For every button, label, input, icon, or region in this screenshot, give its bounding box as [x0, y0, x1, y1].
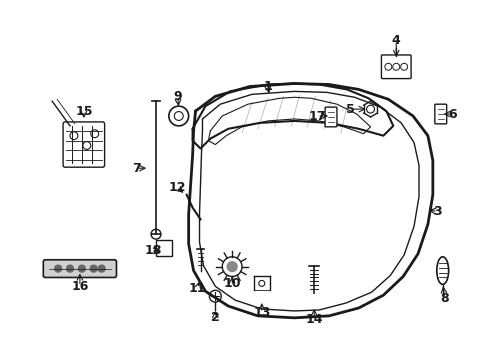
- Text: 1: 1: [263, 80, 271, 93]
- FancyBboxPatch shape: [381, 55, 410, 78]
- FancyBboxPatch shape: [434, 104, 446, 124]
- Circle shape: [227, 262, 237, 271]
- FancyBboxPatch shape: [156, 240, 171, 256]
- FancyBboxPatch shape: [43, 260, 116, 278]
- Circle shape: [90, 265, 97, 272]
- Circle shape: [78, 265, 85, 272]
- Text: 5: 5: [346, 103, 354, 116]
- Text: 11: 11: [188, 282, 206, 295]
- Text: 12: 12: [169, 181, 186, 194]
- Circle shape: [66, 265, 73, 272]
- Circle shape: [55, 265, 61, 272]
- Text: 13: 13: [253, 306, 270, 319]
- Text: 10: 10: [223, 277, 241, 290]
- Text: 2: 2: [210, 311, 219, 324]
- Text: 6: 6: [447, 108, 456, 121]
- Text: 16: 16: [71, 280, 88, 293]
- Text: 17: 17: [308, 109, 325, 122]
- Text: 4: 4: [391, 34, 400, 47]
- FancyBboxPatch shape: [63, 122, 104, 167]
- Text: 8: 8: [440, 292, 448, 305]
- Text: 14: 14: [305, 313, 322, 326]
- Text: 18: 18: [144, 244, 162, 257]
- Ellipse shape: [436, 257, 447, 284]
- FancyBboxPatch shape: [325, 107, 336, 127]
- Text: 9: 9: [173, 90, 182, 103]
- Circle shape: [98, 265, 105, 272]
- Text: 3: 3: [432, 205, 441, 218]
- Text: 7: 7: [132, 162, 141, 175]
- Text: 15: 15: [75, 105, 92, 118]
